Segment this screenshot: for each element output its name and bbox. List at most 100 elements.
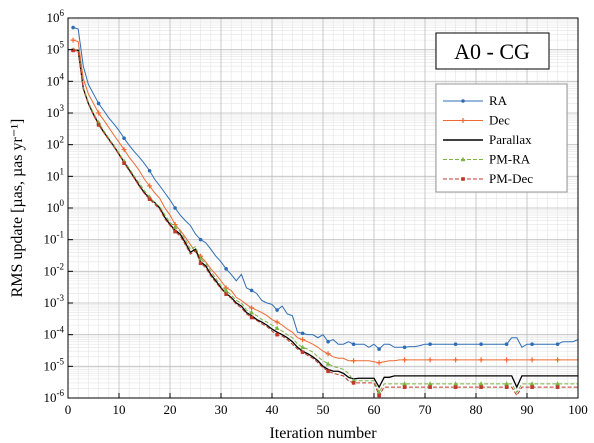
data-point — [326, 339, 330, 344]
legend-label: PM-RA — [489, 152, 531, 167]
data-point — [249, 309, 254, 315]
data-point — [198, 237, 203, 242]
data-point — [529, 381, 535, 386]
y-tick-label: 10-3 — [44, 293, 65, 310]
data-point — [224, 292, 228, 296]
x-tick-label: 60 — [368, 402, 381, 417]
data-point — [402, 381, 407, 386]
data-point — [173, 229, 177, 234]
series-line — [73, 49, 578, 389]
data-point — [275, 308, 279, 312]
data-point — [147, 168, 152, 173]
y-tick-base: 10 — [47, 73, 60, 88]
y-tick-base: 10 — [44, 327, 57, 342]
data-point — [453, 357, 459, 363]
y-tick-exponent: -6 — [57, 388, 65, 398]
data-point — [71, 25, 75, 30]
x-tick-label: 80 — [470, 402, 483, 417]
y-tick-label: 10-2 — [44, 261, 65, 278]
x-tick-label: 90 — [521, 402, 534, 417]
y-tick-base: 10 — [44, 263, 57, 278]
legend-label: RA — [489, 93, 508, 108]
data-point — [96, 110, 102, 116]
data-point — [326, 369, 330, 374]
data-point — [172, 224, 178, 229]
data-point — [479, 342, 483, 346]
data-point — [453, 342, 458, 346]
legend-marker — [460, 118, 466, 123]
y-tick-base: 10 — [44, 358, 57, 373]
y-tick-label: 10-4 — [44, 325, 65, 342]
y-tick-label: 104 — [47, 71, 65, 88]
y-tick-exponent: 3 — [60, 103, 65, 113]
legend-label: PM-Dec — [489, 171, 533, 186]
x-tick-label: 100 — [568, 402, 588, 417]
chart-title-box: A0 - CG — [435, 32, 550, 70]
x-tick-label: 20 — [164, 402, 177, 417]
data-point — [147, 197, 152, 201]
chart-title: A0 - CG — [454, 39, 530, 64]
data-point — [274, 325, 280, 331]
legend: RA Dec Parallax PM-RA PM-Dec — [435, 83, 568, 193]
legend-marker — [461, 99, 465, 103]
y-tick-label: 100 — [47, 198, 65, 215]
data-point — [376, 360, 382, 366]
data-point — [555, 385, 560, 389]
y-tick-exponent: 5 — [60, 40, 65, 50]
y-tick-exponent: 0 — [60, 198, 65, 208]
data-point — [530, 385, 534, 389]
data-point — [351, 342, 356, 346]
series-layer — [70, 25, 579, 398]
legend-marker — [460, 156, 466, 162]
series-line — [73, 49, 578, 397]
data-point — [122, 136, 126, 141]
series-ra — [71, 25, 579, 351]
y-tick-base: 10 — [47, 42, 60, 57]
y-tick-label: 106 — [47, 8, 65, 25]
data-point — [96, 101, 101, 106]
data-point — [147, 183, 153, 189]
data-point — [376, 389, 382, 395]
data-point — [402, 345, 407, 350]
data-point — [504, 342, 509, 346]
data-point — [275, 332, 279, 337]
y-tick-base: 10 — [47, 168, 60, 183]
data-point — [377, 393, 381, 398]
y-tick-exponent: 1 — [60, 166, 65, 176]
data-point — [249, 288, 254, 293]
y-tick-label: 10-6 — [44, 388, 65, 405]
legend-label: Parallax — [489, 132, 532, 147]
data-point — [300, 337, 306, 343]
x-tick-label: 70 — [419, 402, 432, 417]
y-tick-base: 10 — [44, 232, 57, 247]
data-point — [427, 381, 433, 386]
y-tick-exponent: -5 — [57, 356, 65, 366]
y-tick-exponent: -4 — [57, 325, 65, 335]
y-tick-base: 10 — [44, 295, 57, 310]
data-point — [198, 256, 203, 261]
data-point — [274, 319, 280, 325]
data-point — [173, 206, 177, 210]
data-point — [70, 37, 76, 43]
data-point — [530, 342, 534, 346]
data-point — [402, 385, 407, 389]
data-point — [555, 357, 561, 363]
y-tick-exponent: 6 — [60, 8, 65, 18]
y-tick-label: 10-1 — [44, 230, 65, 247]
data-point — [224, 267, 228, 271]
y-tick-base: 10 — [44, 390, 57, 405]
y-tick-label: 103 — [47, 103, 65, 120]
data-point — [453, 385, 458, 389]
data-point — [428, 385, 432, 389]
y-tick-label: 102 — [47, 135, 65, 152]
data-point — [453, 381, 458, 386]
x-tick-label: 40 — [266, 402, 279, 417]
data-point — [478, 381, 484, 386]
x-tick-label: 0 — [65, 402, 72, 417]
data-point — [479, 385, 483, 389]
data-point — [427, 357, 433, 363]
legend-marker — [461, 177, 465, 181]
data-point — [325, 351, 331, 357]
series-pm-dec — [71, 48, 578, 398]
data-point — [325, 361, 331, 366]
